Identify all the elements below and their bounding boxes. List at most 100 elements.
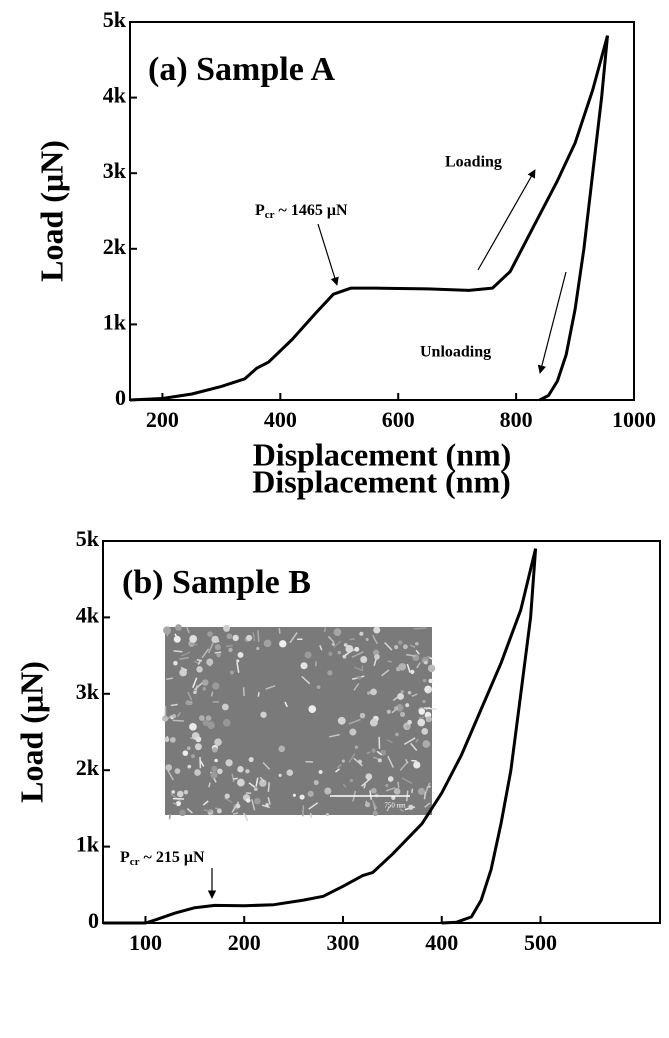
inset-texture	[405, 703, 410, 708]
inset-texture	[186, 808, 193, 814]
x-tick-label: 100	[129, 930, 162, 955]
inset-texture	[422, 699, 426, 704]
inset-texture	[164, 737, 170, 743]
x-tick-label: 600	[382, 407, 415, 432]
inset-texture	[235, 803, 241, 809]
x-tick-label: 500	[524, 930, 557, 955]
inset-texture	[406, 725, 410, 729]
inset-texture	[314, 661, 317, 667]
inset-texture	[243, 812, 249, 822]
inset-texture	[190, 643, 198, 646]
inset-texture	[225, 759, 233, 767]
inset-texture	[427, 664, 436, 673]
x-tick-label: 200	[146, 407, 179, 432]
inset-texture	[224, 793, 230, 799]
inset-texture	[176, 711, 182, 718]
inset-texture	[327, 670, 333, 676]
inset-texture	[257, 692, 260, 697]
inset-texture	[393, 788, 401, 795]
inset-texture	[399, 711, 406, 717]
inset-texture	[216, 652, 221, 658]
inset-texture	[236, 659, 240, 663]
inset-texture	[301, 805, 305, 817]
inset-texture	[309, 812, 313, 818]
inset-texture	[323, 627, 327, 633]
inset-texture	[411, 693, 418, 698]
inset-texture	[428, 678, 433, 684]
inset-texture	[217, 768, 223, 775]
panel-title: (b) Sample B	[122, 564, 311, 601]
inset-texture	[207, 631, 213, 637]
inset-texture	[245, 798, 251, 803]
inset-texture	[376, 750, 383, 756]
inset-texture	[176, 790, 184, 798]
inset-texture	[279, 640, 287, 648]
inset-texture	[348, 718, 361, 725]
inset-texture	[300, 662, 308, 670]
inset-texture	[205, 715, 212, 721]
inset-texture	[267, 797, 271, 805]
inset-texture	[226, 633, 233, 640]
inset-texture	[173, 650, 183, 653]
inset-texture	[202, 687, 207, 691]
inset-texture	[426, 687, 432, 694]
inset-texture	[417, 787, 426, 795]
inset-texture	[248, 757, 254, 763]
inset-texture	[172, 719, 184, 722]
inset-texture	[228, 647, 233, 653]
inset-texture	[348, 753, 356, 763]
inset-texture	[224, 797, 233, 803]
plot-frame	[102, 540, 661, 924]
inset-texture	[319, 645, 323, 651]
inset-texture	[203, 809, 212, 813]
inset-texture	[337, 716, 346, 725]
inset-texture	[179, 656, 189, 661]
inset-texture	[191, 754, 195, 759]
inset-texture	[405, 653, 416, 657]
inset-texture	[373, 626, 381, 634]
inset-texture	[223, 624, 231, 632]
inset-texture	[183, 790, 189, 795]
inset-texture	[377, 758, 382, 763]
inset-texture	[214, 738, 222, 747]
inset-texture	[349, 638, 355, 641]
inset-texture	[236, 778, 245, 787]
inset-texture	[394, 706, 399, 711]
inset-texture	[395, 704, 404, 712]
inset-texture	[349, 778, 353, 783]
data-line	[441, 548, 538, 925]
inset-texture	[423, 656, 431, 659]
inset-texture	[289, 632, 298, 644]
inset-texture	[363, 783, 367, 789]
inset-texture	[381, 669, 390, 677]
inset-texture	[179, 809, 186, 817]
inset-texture	[337, 650, 342, 655]
x-tick-label: 400	[425, 930, 458, 955]
inset-texture	[175, 800, 181, 807]
inset-texture	[370, 688, 377, 696]
inset-texture	[171, 790, 176, 794]
inset-texture	[211, 765, 218, 772]
inset-texture	[292, 793, 296, 797]
inset-texture	[395, 732, 399, 737]
inset-texture	[232, 634, 239, 642]
inset-texture	[193, 682, 203, 691]
inset-texture	[257, 630, 260, 642]
inset-texture	[414, 641, 419, 646]
arrow	[477, 169, 536, 271]
inset-texture	[386, 739, 393, 744]
y-tick-label: 4k	[76, 602, 100, 627]
inset-texture	[407, 691, 412, 695]
inset-texture	[187, 764, 192, 769]
inset-texture	[166, 631, 170, 637]
inset-texture	[237, 652, 244, 658]
inset-texture	[195, 736, 202, 743]
inset-texture	[229, 670, 234, 675]
y-tick-label: 5k	[76, 526, 100, 551]
inset-texture	[166, 768, 174, 781]
inset-texture	[260, 711, 267, 718]
inset-texture	[418, 716, 425, 719]
annotation: Loading	[445, 154, 502, 171]
inset-texture	[245, 769, 250, 774]
y-tick-label: 2k	[103, 234, 127, 259]
